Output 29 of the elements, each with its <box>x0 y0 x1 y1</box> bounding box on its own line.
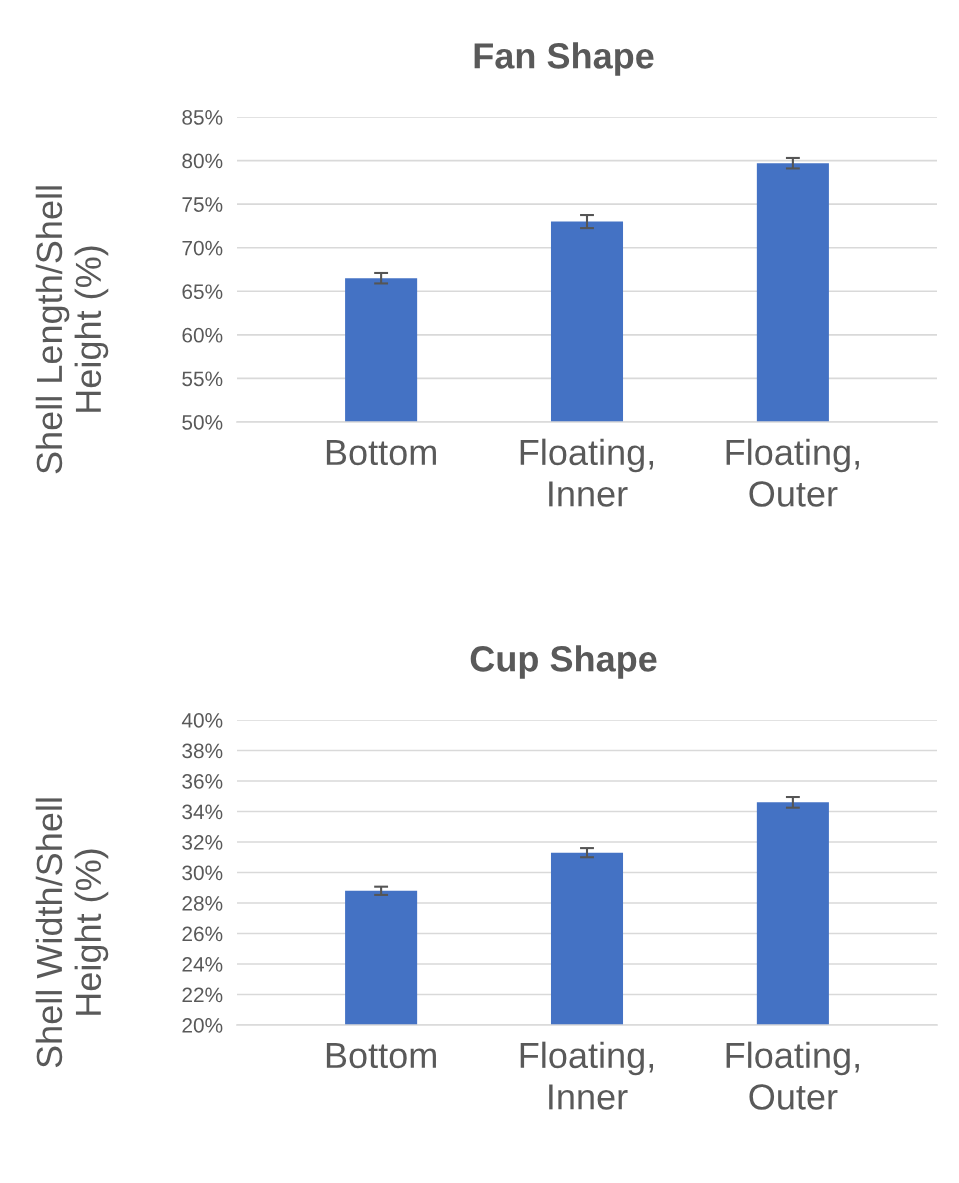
y-tick-label: 20% <box>182 1018 223 1033</box>
y-tick-label: 36% <box>182 774 223 789</box>
x-tick-label: Floating, Inner <box>520 1041 654 1110</box>
y-tick-label: 80% <box>182 153 223 169</box>
y-tick-label: 75% <box>182 197 223 212</box>
y-axis-title: Shell Width/Shell Height (%) <box>35 798 109 1068</box>
y-tick-label: 22% <box>182 987 223 1003</box>
y-tick-label: 40% <box>181 713 223 728</box>
chart-title: Cup Shape <box>470 645 657 679</box>
y-tick-label: 70% <box>182 240 223 256</box>
y-tick-label: 30% <box>182 865 223 881</box>
y-tick-label: 28% <box>182 896 223 911</box>
x-tick-label: Floating, Outer <box>726 1041 859 1110</box>
y-tick-label: 55% <box>182 371 223 387</box>
y-axis-title: Shell Length/Shell Height (%) <box>35 186 109 474</box>
chart-title: Fan Shape <box>474 42 654 76</box>
y-tick-label: 50% <box>182 415 223 430</box>
y-tick-label: 38% <box>182 743 223 759</box>
y-tick-label: 65% <box>182 284 223 300</box>
y-tick-label: 24% <box>182 957 223 972</box>
x-tick-label: Floating, Inner <box>520 438 654 507</box>
y-tick-label: 60% <box>182 327 223 343</box>
x-tick-label: Floating, Outer <box>726 438 859 507</box>
x-tick-label: Bottom <box>326 439 436 466</box>
y-tick-label: 26% <box>182 926 223 942</box>
x-tick-label: Bottom <box>326 1042 436 1069</box>
y-tick-label: 32% <box>182 835 223 850</box>
y-tick-label: 34% <box>182 804 223 820</box>
y-tick-label: 85% <box>182 110 223 125</box>
